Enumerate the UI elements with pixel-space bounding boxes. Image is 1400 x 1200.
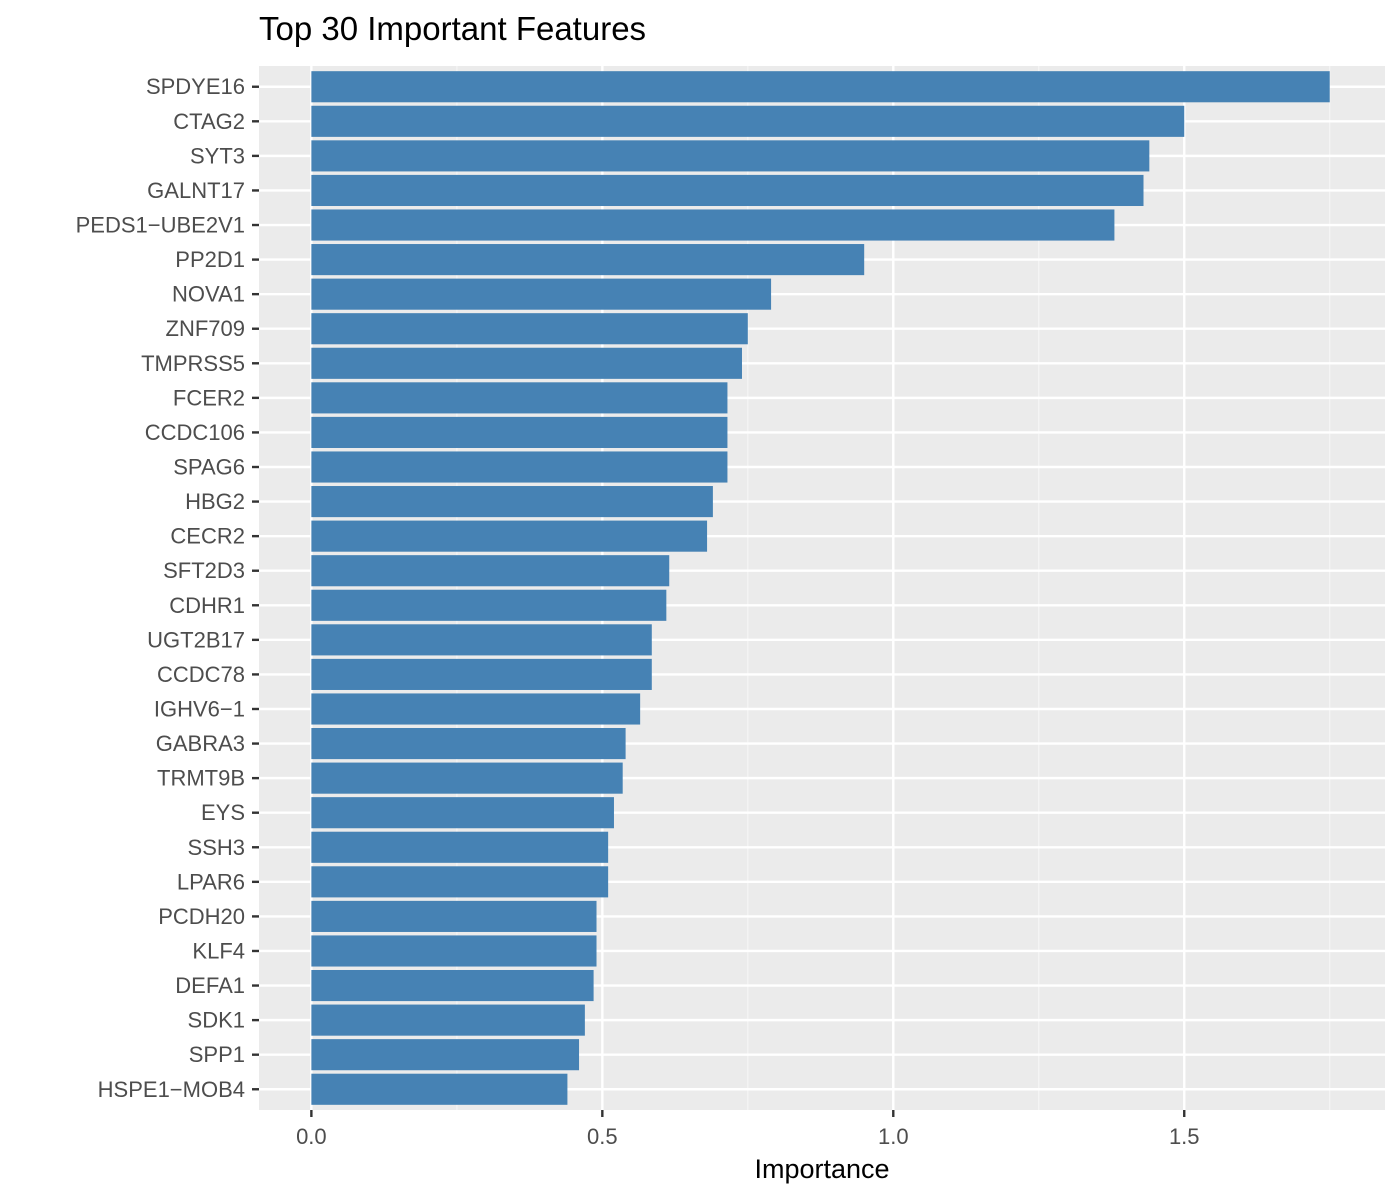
y-tick-label: GABRA3 (156, 731, 245, 756)
bar (311, 209, 1115, 241)
bar (311, 589, 667, 621)
bar (311, 486, 713, 518)
bar (311, 831, 609, 863)
bar (311, 140, 1150, 172)
bar (311, 105, 1185, 137)
chart-title: Top 30 Important Features (259, 10, 646, 47)
y-tick-label: DEFA1 (175, 973, 245, 998)
bar (311, 382, 728, 414)
y-tick-label: GALNT17 (147, 178, 245, 203)
y-tick-label: PP2D1 (175, 247, 245, 272)
y-tick-label: TMPRSS5 (141, 351, 245, 376)
bars (311, 71, 1330, 1105)
y-tick-label: KLF4 (192, 938, 245, 963)
y-tick-label: SYT3 (190, 143, 245, 168)
y-tick-label: EYS (201, 800, 245, 825)
y-tick-label: PCDH20 (158, 904, 245, 929)
x-tick-label: 0.5 (587, 1124, 618, 1149)
bar (311, 762, 623, 794)
bar (311, 624, 652, 656)
bar (311, 244, 865, 276)
bar (311, 797, 614, 829)
y-tick-label: HBG2 (185, 489, 245, 514)
y-tick-label: PEDS1−UBE2V1 (76, 213, 245, 238)
y-tick-label: FCER2 (173, 385, 245, 410)
y-tick-label: SPAG6 (173, 455, 245, 480)
y-tick-label: CTAG2 (173, 109, 245, 134)
y-tick-label: CCDC78 (157, 662, 245, 687)
bar (311, 174, 1144, 207)
y-tick-label: CDHR1 (169, 593, 245, 618)
y-tick-label: LPAR6 (177, 869, 245, 894)
y-tick-label: CECR2 (170, 524, 245, 549)
bar (311, 900, 597, 932)
bar (311, 1004, 585, 1036)
bar (311, 1039, 580, 1071)
x-tick-label: 0.0 (296, 1124, 327, 1149)
y-tick-label: CCDC106 (145, 420, 245, 445)
x-tick-label: 1.0 (878, 1124, 909, 1149)
bar (311, 969, 594, 1002)
y-tick-label: HSPE1−MOB4 (98, 1077, 245, 1102)
bar (311, 1073, 568, 1105)
bar (311, 71, 1330, 103)
bar (311, 278, 772, 310)
bar (311, 555, 670, 587)
bar (311, 866, 609, 898)
y-tick-label: SFT2D3 (163, 558, 245, 583)
bar (311, 658, 652, 690)
bar (311, 313, 748, 345)
y-axis: SPDYE16 CTAG2 SYT3 GALNT17 PEDS1−UBE2V1 PP2D1… (76, 74, 259, 1102)
bar (311, 693, 641, 725)
y-tick-label: SPP1 (189, 1042, 245, 1067)
bar (311, 451, 728, 483)
y-tick-label: IGHV6−1 (154, 696, 245, 721)
bar (311, 935, 597, 967)
y-tick-label: SDK1 (188, 1008, 245, 1033)
y-tick-label: NOVA1 (172, 282, 245, 307)
y-tick-label: SPDYE16 (146, 74, 245, 99)
x-axis-title: Importance (754, 1154, 889, 1184)
bar (311, 520, 708, 552)
x-tick-label: 1.5 (1169, 1124, 1200, 1149)
y-tick-label: UGT2B17 (147, 627, 245, 652)
x-axis: 0.0 0.5 1.0 1.5 (296, 1110, 1200, 1149)
bar (311, 416, 728, 448)
y-tick-label: ZNF709 (166, 316, 245, 341)
y-tick-label: SSH3 (188, 835, 245, 860)
bar (311, 347, 742, 379)
bar (311, 728, 626, 760)
y-tick-label: TRMT9B (157, 766, 245, 791)
